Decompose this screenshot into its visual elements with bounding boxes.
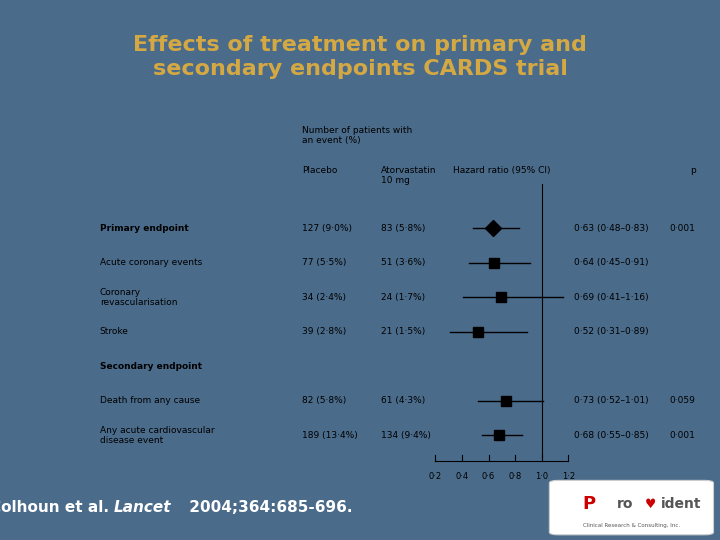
Text: Placebo: Placebo [302,166,338,175]
Text: Lancet: Lancet [114,500,171,515]
Text: Number of patients with
an event (%): Number of patients with an event (%) [302,126,413,145]
Text: Primary endpoint: Primary endpoint [99,224,189,233]
Text: 0·73 (0·52–1·01): 0·73 (0·52–1·01) [575,396,649,406]
Text: Hazard ratio (95% CI): Hazard ratio (95% CI) [453,166,551,175]
Text: 82 (5·8%): 82 (5·8%) [302,396,346,406]
Text: 0·2: 0·2 [428,472,442,481]
Text: 0·52 (0·31–0·89): 0·52 (0·31–0·89) [575,327,649,336]
FancyBboxPatch shape [549,481,714,535]
Text: 2004;364:685-696.: 2004;364:685-696. [184,500,353,515]
Text: Acute coronary events: Acute coronary events [99,259,202,267]
Text: 51 (3·6%): 51 (3·6%) [381,259,426,267]
Text: 24 (1·7%): 24 (1·7%) [381,293,425,302]
Text: 134 (9·4%): 134 (9·4%) [381,431,431,440]
Text: 0·64 (0·45–0·91): 0·64 (0·45–0·91) [575,259,649,267]
Text: Stroke: Stroke [99,327,129,336]
Text: ident: ident [661,497,701,511]
Text: P: P [582,495,596,514]
Text: 34 (2·4%): 34 (2·4%) [302,293,346,302]
Text: 0·68 (0·55–0·85): 0·68 (0·55–0·85) [575,431,649,440]
Text: 61 (4·3%): 61 (4·3%) [381,396,425,406]
Text: Any acute cardiovascular
disease event: Any acute cardiovascular disease event [99,426,215,445]
Text: ♥: ♥ [645,498,657,511]
Text: Atorvastatin
10 mg: Atorvastatin 10 mg [381,166,436,185]
Text: 0·69 (0·41–1·16): 0·69 (0·41–1·16) [575,293,649,302]
Text: 189 (13·4%): 189 (13·4%) [302,431,358,440]
Text: 77 (5·5%): 77 (5·5%) [302,259,346,267]
Text: ro: ro [617,497,633,511]
Text: 0·001: 0·001 [670,224,696,233]
Text: 0·4: 0·4 [455,472,469,481]
Text: Colhoun et al.: Colhoun et al. [0,500,114,515]
Text: 21 (1·5%): 21 (1·5%) [381,327,425,336]
Text: Clinical Research & Consulting, Inc.: Clinical Research & Consulting, Inc. [583,523,680,528]
Text: 0·001: 0·001 [670,431,696,440]
Text: 127 (9·0%): 127 (9·0%) [302,224,352,233]
Text: Death from any cause: Death from any cause [99,396,199,406]
Text: 0·8: 0·8 [508,472,522,481]
Text: 1·2: 1·2 [562,472,575,481]
Text: 0·63 (0·48–0·83): 0·63 (0·48–0·83) [575,224,649,233]
Text: Coronary
revascularisation: Coronary revascularisation [99,288,177,307]
Text: 0·6: 0·6 [482,472,495,481]
Text: 1·0: 1·0 [535,472,549,481]
Text: 83 (5·8%): 83 (5·8%) [381,224,426,233]
Text: 39 (2·8%): 39 (2·8%) [302,327,346,336]
Text: Secondary endpoint: Secondary endpoint [99,362,202,371]
Text: p: p [690,166,696,175]
Text: 0·059: 0·059 [670,396,696,406]
Text: Effects of treatment on primary and
secondary endpoints CARDS trial: Effects of treatment on primary and seco… [133,36,587,79]
